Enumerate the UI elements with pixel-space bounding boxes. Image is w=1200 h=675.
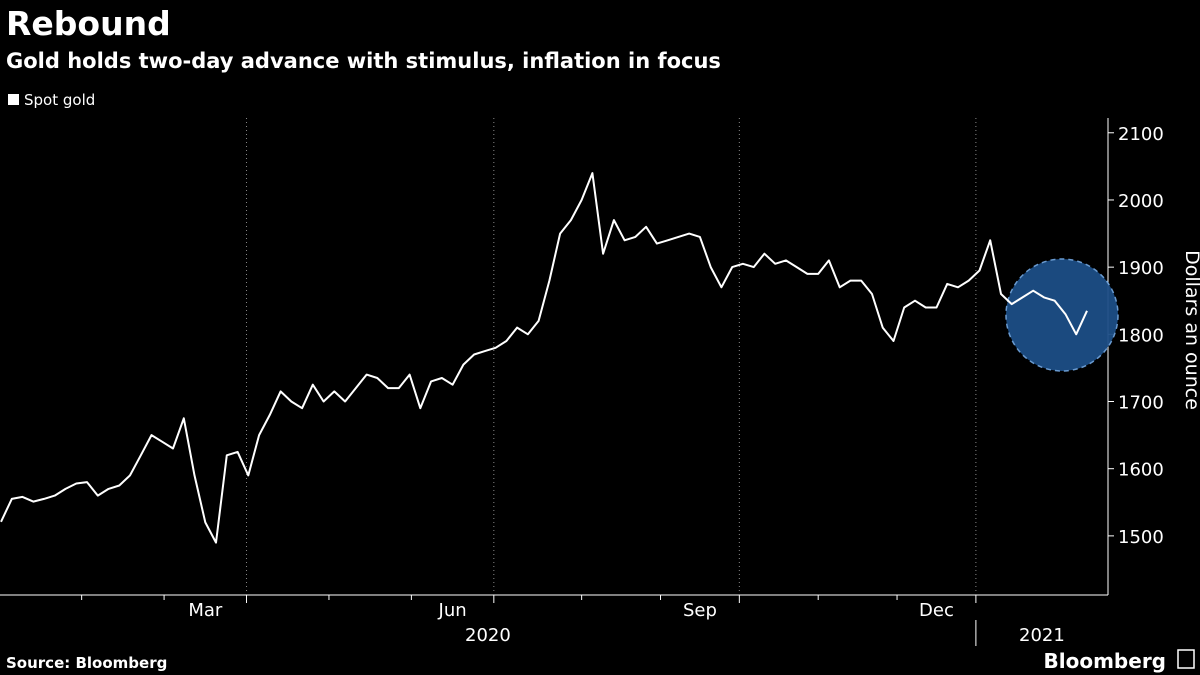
- brand-icon: [1177, 649, 1195, 669]
- y-tick-label: 1800: [1118, 325, 1164, 346]
- y-tick-label: 2000: [1118, 191, 1164, 212]
- x-tick-label: Mar: [188, 600, 223, 621]
- x-tick-label: Dec: [919, 600, 954, 621]
- y-tick-label: 1900: [1118, 258, 1164, 279]
- legend-swatch: [8, 94, 19, 105]
- chart-title: Rebound: [6, 4, 171, 43]
- x-tick-label: Sep: [683, 600, 717, 621]
- highlight: [1005, 258, 1119, 372]
- x-tick-label: Jun: [438, 600, 467, 621]
- source: Source: Bloomberg: [6, 654, 167, 672]
- y-tick-label: 1700: [1118, 393, 1164, 414]
- chart-subtitle: Gold holds two-day advance with stimulus…: [6, 49, 721, 73]
- series-line: [0, 172, 1088, 544]
- x-group-label: 2021: [1019, 625, 1065, 646]
- y-tick-label: 2100: [1118, 124, 1164, 145]
- y-axis-title: Dollars an ounce: [1181, 250, 1200, 410]
- y-tick-label: 1600: [1118, 460, 1164, 481]
- y-tick-label: 1500: [1118, 527, 1164, 548]
- x-group-label: 2020: [465, 625, 511, 646]
- legend-label: Spot gold: [24, 91, 95, 109]
- brand: Bloomberg: [1044, 649, 1166, 673]
